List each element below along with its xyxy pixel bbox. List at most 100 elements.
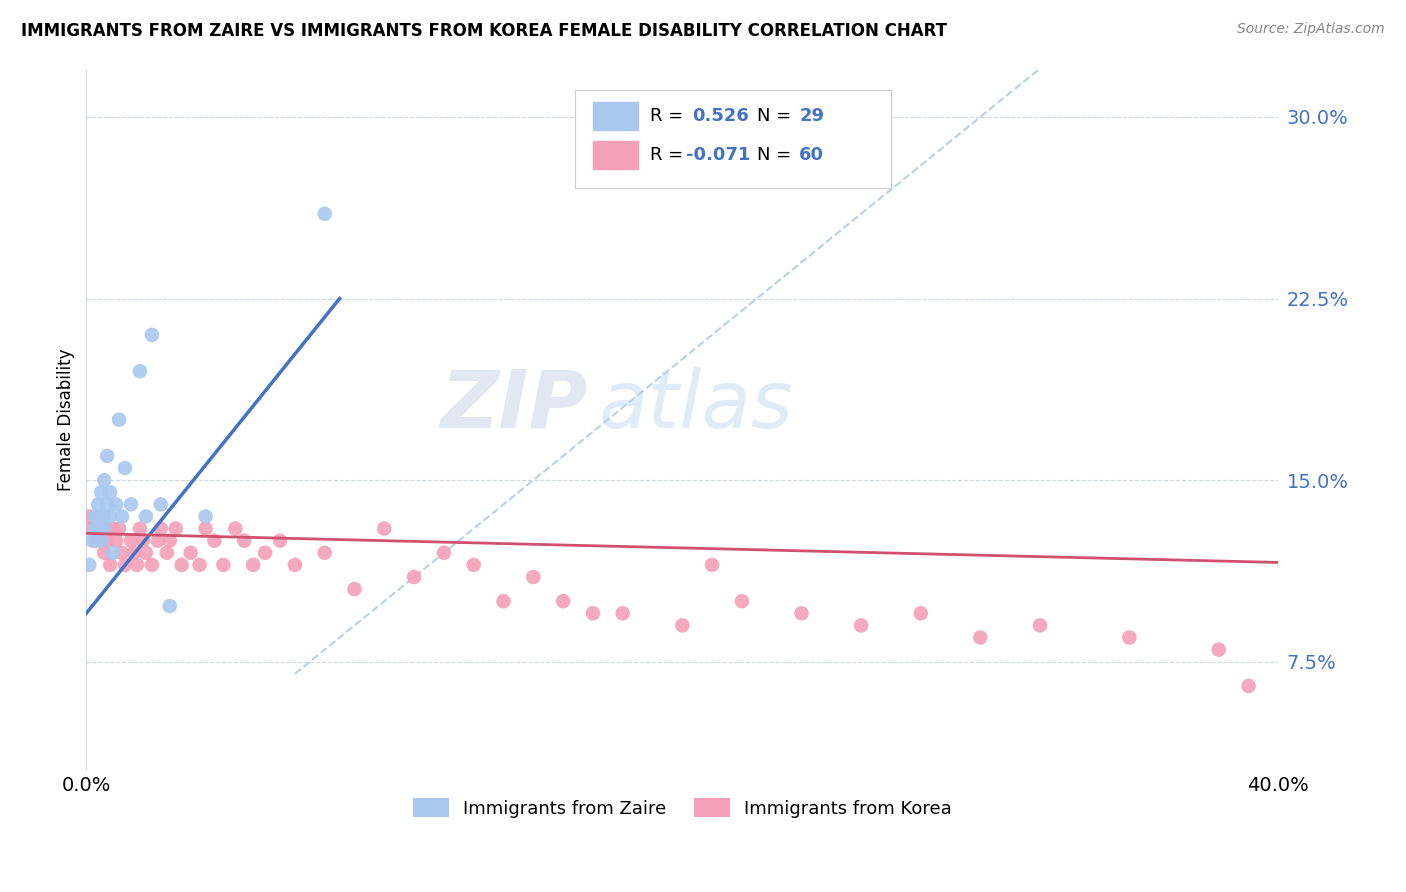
Point (84, 509, 107, 524)
Text: R =: R = (650, 106, 689, 125)
Point (135, 509, 157, 524)
Y-axis label: Female Disability: Female Disability (58, 349, 75, 491)
Point (433, 546, 456, 560)
Point (90, 533, 112, 548)
Point (90, 533, 112, 548)
Text: ZIP: ZIP (440, 367, 586, 444)
Point (522, 570, 544, 584)
Text: atlas: atlas (599, 367, 793, 444)
Point (125, 558, 148, 572)
Point (93, 473, 115, 487)
Point (146, 533, 169, 548)
Point (114, 558, 136, 572)
Point (242, 558, 264, 572)
Point (93, 522, 115, 536)
Point (111, 546, 134, 560)
Point (700, 558, 723, 572)
Point (90, 485, 112, 500)
Point (156, 546, 179, 560)
Point (194, 509, 217, 524)
FancyBboxPatch shape (575, 89, 891, 188)
Point (96, 449, 118, 463)
Point (553, 594, 575, 608)
Point (82, 533, 104, 548)
Point (101, 546, 124, 560)
Point (105, 497, 128, 511)
Point (159, 533, 181, 548)
Point (96, 497, 118, 511)
Point (90, 509, 112, 524)
Point (87, 522, 110, 536)
Point (1118, 631, 1140, 645)
Point (87, 497, 110, 511)
Point (1029, 618, 1052, 632)
Point (233, 533, 256, 548)
Point (149, 522, 172, 536)
Text: 0.526: 0.526 (692, 106, 749, 125)
Point (135, 546, 157, 560)
Bar (593, 102, 638, 129)
Point (129, 522, 152, 536)
Point (373, 522, 395, 536)
Point (105, 533, 128, 548)
Point (1237, 679, 1260, 693)
Point (790, 607, 813, 621)
Point (204, 533, 226, 548)
Point (582, 607, 605, 621)
Point (165, 522, 187, 536)
Text: R =: R = (650, 146, 689, 164)
Point (180, 546, 202, 560)
Point (314, 207, 336, 221)
Point (120, 497, 142, 511)
Point (284, 558, 307, 572)
Point (120, 533, 142, 548)
Point (93, 509, 115, 524)
Point (212, 558, 235, 572)
Point (149, 497, 172, 511)
Point (129, 364, 152, 378)
Point (731, 594, 754, 608)
Bar (593, 141, 638, 169)
Point (314, 546, 336, 560)
Point (96, 533, 118, 548)
Point (141, 327, 163, 342)
Point (84, 533, 107, 548)
Point (114, 461, 136, 475)
Point (612, 607, 634, 621)
Point (269, 533, 291, 548)
Point (84, 522, 107, 536)
Point (82, 522, 104, 536)
Point (463, 558, 485, 572)
Legend: Immigrants from Zaire, Immigrants from Korea: Immigrants from Zaire, Immigrants from K… (405, 791, 959, 825)
Point (108, 522, 131, 536)
Point (98, 509, 121, 524)
Point (101, 522, 124, 536)
Text: N =: N = (758, 106, 797, 125)
Point (170, 558, 193, 572)
Point (969, 631, 991, 645)
Point (93, 546, 115, 560)
Point (108, 412, 131, 426)
Point (849, 618, 872, 632)
Point (343, 582, 366, 596)
Text: Source: ZipAtlas.com: Source: ZipAtlas.com (1237, 22, 1385, 37)
Point (194, 522, 217, 536)
Point (98, 558, 121, 572)
Point (224, 522, 246, 536)
Point (404, 570, 426, 584)
Point (159, 599, 181, 613)
Point (254, 546, 277, 560)
Point (910, 607, 932, 621)
Point (492, 594, 515, 608)
Text: 60: 60 (799, 146, 824, 164)
Point (77, 509, 100, 524)
Text: 29: 29 (799, 106, 824, 125)
Text: N =: N = (758, 146, 797, 164)
Point (98, 485, 121, 500)
Point (122, 546, 145, 560)
Point (1208, 642, 1230, 657)
Point (87, 522, 110, 536)
Point (132, 533, 155, 548)
Point (77, 558, 100, 572)
Point (141, 558, 163, 572)
